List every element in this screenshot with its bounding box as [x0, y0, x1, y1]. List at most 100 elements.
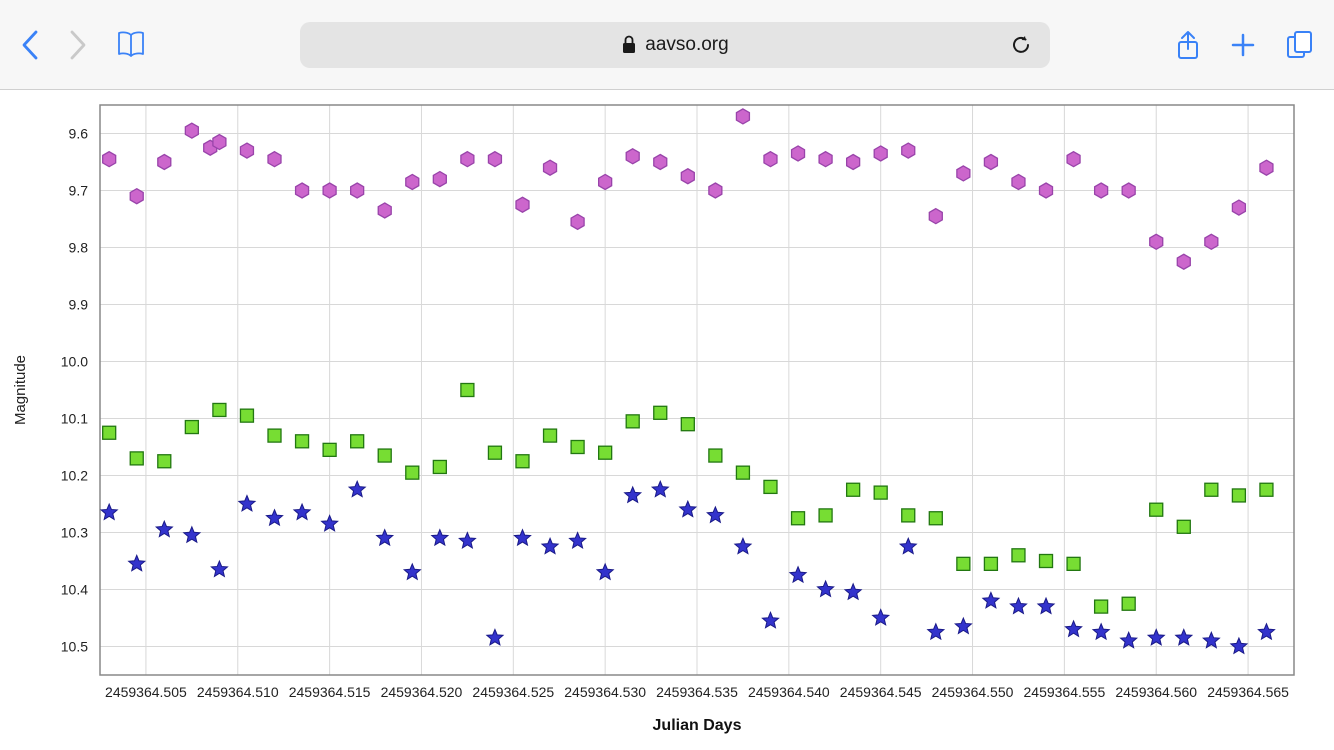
data-point[interactable] — [626, 415, 639, 428]
data-point[interactable] — [433, 172, 446, 187]
data-point[interactable] — [1150, 234, 1163, 249]
data-point[interactable] — [240, 409, 253, 422]
data-point[interactable] — [103, 152, 116, 167]
data-point[interactable] — [929, 512, 942, 525]
data-point[interactable] — [1260, 483, 1273, 496]
data-point[interactable] — [351, 435, 364, 448]
data-point[interactable] — [599, 446, 612, 459]
data-point[interactable] — [516, 455, 529, 468]
data-point[interactable] — [1122, 183, 1135, 198]
data-point[interactable] — [461, 384, 474, 397]
data-point[interactable] — [847, 483, 860, 496]
data-point[interactable] — [240, 143, 253, 158]
data-point[interactable] — [654, 406, 667, 419]
data-point[interactable] — [488, 446, 501, 459]
share-icon[interactable] — [1176, 30, 1200, 60]
data-point[interactable] — [984, 155, 997, 170]
data-point[interactable] — [488, 152, 501, 167]
data-point[interactable] — [957, 166, 970, 181]
data-point[interactable] — [709, 183, 722, 198]
data-point[interactable] — [378, 203, 391, 218]
data-point[interactable] — [1260, 160, 1273, 175]
data-point[interactable] — [1012, 549, 1025, 562]
data-point[interactable] — [764, 480, 777, 493]
data-point[interactable] — [1205, 483, 1218, 496]
data-point[interactable] — [433, 460, 446, 473]
data-point[interactable] — [1232, 489, 1245, 502]
data-point[interactable] — [764, 152, 777, 167]
data-point[interactable] — [323, 183, 336, 198]
data-point[interactable] — [130, 189, 143, 204]
data-point[interactable] — [1012, 174, 1025, 189]
forward-icon[interactable] — [68, 30, 88, 60]
data-point[interactable] — [1040, 183, 1053, 198]
data-point[interactable] — [103, 426, 116, 439]
url-text[interactable]: aavso.org — [645, 34, 728, 56]
refresh-icon[interactable] — [1010, 34, 1032, 56]
data-point[interactable] — [461, 152, 474, 167]
data-point[interactable] — [323, 443, 336, 456]
back-icon[interactable] — [20, 30, 40, 60]
data-point[interactable] — [681, 418, 694, 431]
data-point[interactable] — [378, 449, 391, 462]
data-point[interactable] — [130, 452, 143, 465]
data-point[interactable] — [984, 557, 997, 570]
data-point[interactable] — [158, 455, 171, 468]
data-point[interactable] — [351, 183, 364, 198]
data-point[interactable] — [185, 421, 198, 434]
data-point[interactable] — [1095, 600, 1108, 613]
data-point[interactable] — [516, 197, 529, 212]
data-point[interactable] — [902, 509, 915, 522]
data-point[interactable] — [296, 183, 309, 198]
data-point[interactable] — [681, 169, 694, 184]
data-point[interactable] — [158, 155, 171, 170]
data-point[interactable] — [1232, 200, 1245, 215]
data-point[interactable] — [213, 135, 226, 150]
data-point[interactable] — [185, 123, 198, 138]
data-point[interactable] — [1177, 254, 1190, 269]
data-point[interactable] — [406, 466, 419, 479]
data-point[interactable] — [1067, 557, 1080, 570]
data-point[interactable] — [1177, 520, 1190, 533]
data-point[interactable] — [1122, 597, 1135, 610]
data-point[interactable] — [1067, 152, 1080, 167]
data-point[interactable] — [736, 109, 749, 124]
data-point[interactable] — [406, 174, 419, 189]
data-point[interactable] — [213, 403, 226, 416]
data-point[interactable] — [1095, 183, 1108, 198]
data-point[interactable] — [1150, 503, 1163, 516]
book-icon[interactable] — [116, 31, 146, 59]
data-point[interactable] — [847, 155, 860, 170]
address-bar[interactable]: aavso.org — [300, 22, 1050, 68]
data-point[interactable] — [544, 160, 557, 175]
plus-icon[interactable] — [1230, 32, 1256, 58]
data-point[interactable] — [874, 486, 887, 499]
data-point[interactable] — [709, 449, 722, 462]
x-tick-label: 2459364.530 — [564, 684, 646, 700]
data-point[interactable] — [599, 174, 612, 189]
data-point[interactable] — [571, 441, 584, 454]
data-point[interactable] — [902, 143, 915, 158]
data-point[interactable] — [736, 466, 749, 479]
data-point[interactable] — [268, 429, 281, 442]
tabs-icon[interactable] — [1286, 31, 1314, 59]
data-point[interactable] — [792, 512, 805, 525]
y-tick-label: 10.5 — [61, 639, 88, 655]
data-point[interactable] — [792, 146, 805, 161]
data-point[interactable] — [626, 149, 639, 164]
y-tick-label: 10.1 — [61, 411, 88, 427]
data-point[interactable] — [819, 152, 832, 167]
data-point[interactable] — [874, 146, 887, 161]
data-point[interactable] — [929, 209, 942, 224]
data-point[interactable] — [571, 214, 584, 229]
y-tick-label: 10.0 — [61, 354, 88, 370]
data-point[interactable] — [1205, 234, 1218, 249]
data-point[interactable] — [957, 557, 970, 570]
x-tick-label: 2459364.525 — [472, 684, 554, 700]
data-point[interactable] — [819, 509, 832, 522]
data-point[interactable] — [1040, 555, 1053, 568]
data-point[interactable] — [654, 155, 667, 170]
data-point[interactable] — [296, 435, 309, 448]
data-point[interactable] — [268, 152, 281, 167]
data-point[interactable] — [544, 429, 557, 442]
